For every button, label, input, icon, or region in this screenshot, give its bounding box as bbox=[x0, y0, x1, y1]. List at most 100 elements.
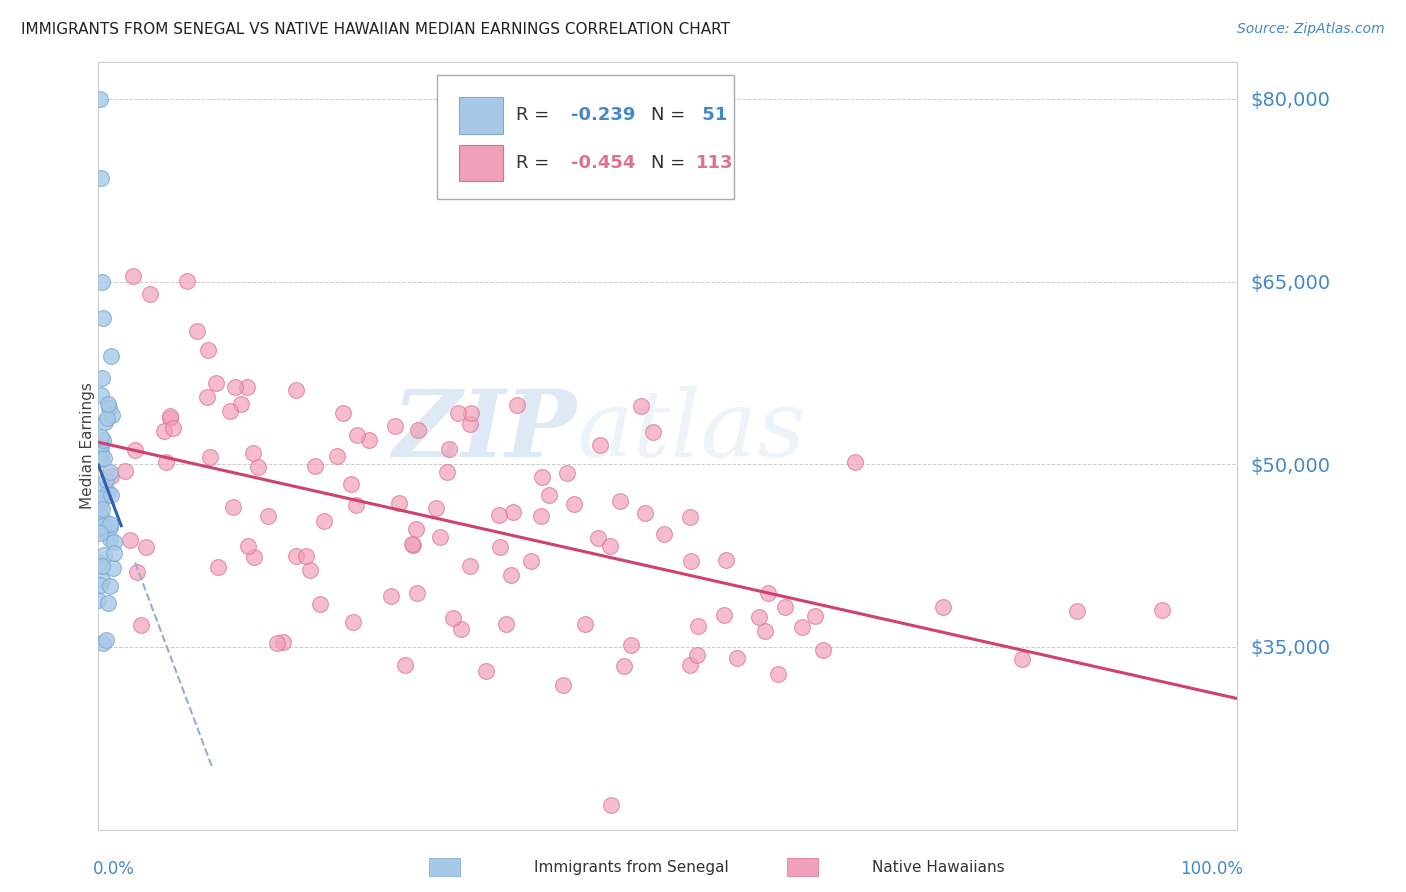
Point bbox=[198, 450, 221, 464]
Point bbox=[93, 450, 115, 465]
Point bbox=[326, 450, 349, 464]
Point bbox=[97, 484, 120, 499]
FancyBboxPatch shape bbox=[460, 97, 503, 134]
Point bbox=[91, 509, 114, 524]
Point bbox=[222, 500, 245, 514]
Point bbox=[589, 438, 612, 452]
Point bbox=[380, 589, 402, 603]
Point bbox=[551, 677, 574, 691]
Point bbox=[344, 498, 367, 512]
Point bbox=[197, 390, 219, 404]
Point bbox=[458, 559, 481, 574]
Point bbox=[90, 171, 112, 186]
Point bbox=[242, 446, 264, 460]
Point bbox=[100, 488, 122, 502]
Point bbox=[312, 514, 335, 528]
Point bbox=[91, 311, 114, 326]
Point bbox=[686, 619, 709, 633]
Point bbox=[89, 578, 111, 592]
Point bbox=[100, 520, 122, 534]
Point bbox=[679, 658, 702, 673]
FancyBboxPatch shape bbox=[460, 145, 503, 181]
Point bbox=[91, 636, 114, 650]
Point bbox=[436, 465, 458, 479]
Point bbox=[138, 286, 160, 301]
Point bbox=[295, 549, 318, 564]
Text: IMMIGRANTS FROM SENEGAL VS NATIVE HAWAIIAN MEDIAN EARNINGS CORRELATION CHART: IMMIGRANTS FROM SENEGAL VS NATIVE HAWAII… bbox=[21, 22, 730, 37]
Point bbox=[402, 538, 425, 552]
Point bbox=[96, 410, 118, 425]
Text: -0.454: -0.454 bbox=[571, 154, 636, 172]
Point bbox=[121, 268, 143, 283]
Point bbox=[405, 586, 427, 600]
Point bbox=[474, 665, 496, 679]
Point bbox=[159, 410, 181, 425]
Point bbox=[309, 597, 332, 611]
Point bbox=[754, 624, 776, 638]
Text: Source: ZipAtlas.com: Source: ZipAtlas.com bbox=[1237, 22, 1385, 37]
Point bbox=[766, 667, 789, 681]
Point bbox=[652, 527, 675, 541]
Point bbox=[97, 596, 120, 610]
Point bbox=[93, 434, 115, 448]
Point bbox=[100, 349, 122, 363]
Point bbox=[100, 468, 122, 483]
Point bbox=[304, 459, 326, 474]
Point bbox=[388, 496, 411, 510]
Point bbox=[506, 398, 529, 412]
Point bbox=[89, 491, 111, 506]
Point bbox=[588, 531, 610, 545]
Point bbox=[488, 541, 510, 555]
Point bbox=[91, 519, 114, 533]
Point bbox=[90, 446, 112, 460]
Point bbox=[135, 540, 157, 554]
Point bbox=[1011, 651, 1033, 665]
Point bbox=[91, 573, 114, 587]
Point bbox=[131, 618, 153, 632]
Point bbox=[90, 452, 112, 467]
Point bbox=[748, 609, 770, 624]
Point bbox=[458, 417, 481, 431]
Point bbox=[619, 638, 641, 652]
Point bbox=[89, 511, 111, 525]
Point bbox=[243, 549, 266, 564]
Point bbox=[87, 451, 110, 466]
Point bbox=[340, 476, 363, 491]
Text: 0.0%: 0.0% bbox=[93, 860, 135, 878]
Text: atlas: atlas bbox=[576, 385, 806, 475]
Point bbox=[342, 615, 364, 629]
Point bbox=[555, 467, 578, 481]
Point bbox=[499, 568, 522, 582]
Point bbox=[488, 508, 510, 522]
Point bbox=[429, 530, 451, 544]
Text: N =: N = bbox=[651, 154, 690, 172]
Point bbox=[1066, 604, 1088, 618]
Point bbox=[773, 600, 796, 615]
Point bbox=[298, 563, 321, 577]
Y-axis label: Median Earnings: Median Earnings bbox=[80, 383, 94, 509]
Point bbox=[176, 274, 198, 288]
Point bbox=[384, 419, 406, 434]
Point bbox=[284, 549, 307, 564]
Point bbox=[247, 460, 270, 475]
Point bbox=[257, 508, 280, 523]
Point bbox=[401, 537, 423, 551]
Point bbox=[91, 275, 114, 289]
Text: R =: R = bbox=[516, 106, 555, 124]
Point bbox=[87, 592, 110, 607]
Point bbox=[406, 423, 429, 437]
Text: ZIP: ZIP bbox=[392, 385, 576, 475]
Point bbox=[219, 404, 242, 418]
Point bbox=[502, 505, 524, 519]
Point bbox=[495, 617, 517, 632]
Point bbox=[94, 416, 117, 430]
Point bbox=[441, 611, 464, 625]
Point bbox=[94, 473, 117, 487]
Point bbox=[204, 376, 226, 390]
Point bbox=[686, 648, 709, 663]
Point bbox=[531, 470, 554, 484]
Point bbox=[931, 599, 953, 614]
Point bbox=[346, 427, 368, 442]
Point bbox=[609, 494, 631, 508]
Point bbox=[681, 553, 703, 567]
